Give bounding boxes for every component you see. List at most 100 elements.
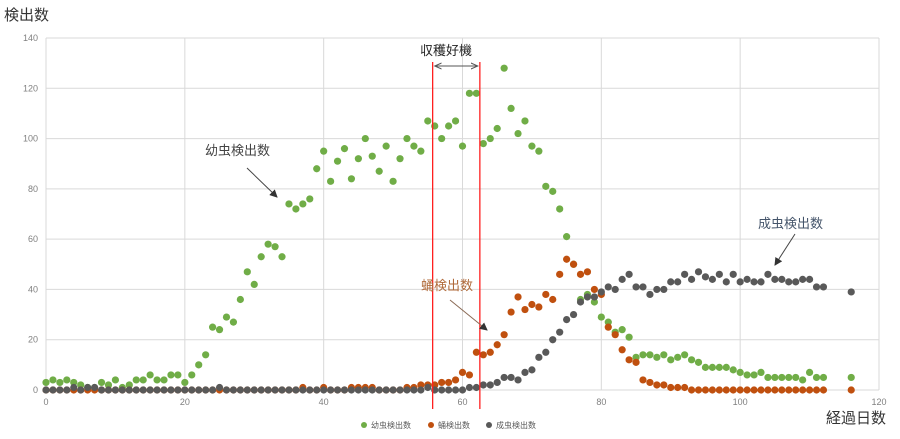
data-point-series-3 [569,310,578,319]
data-point-series-1 [472,89,480,97]
data-point-series-3 [264,386,272,394]
data-point-series-1 [188,371,196,379]
data-point-series-3 [215,383,224,392]
data-point-series-3 [56,386,64,394]
x-tick-label: 20 [180,397,190,407]
data-point-series-2 [528,300,536,309]
data-point-series-3 [757,278,765,286]
harvest-label: 収穫好機 [420,44,472,59]
data-point-series-2 [687,386,696,394]
data-point-series-2 [563,255,571,263]
y-tick-label: 0 [33,385,38,395]
data-point-series-3 [722,278,730,286]
data-point-series-1 [653,353,661,361]
data-point-series-3 [195,386,203,394]
data-point-series-3 [847,288,855,296]
data-point-series-2 [465,371,474,379]
data-point-series-1 [563,233,571,241]
data-point-series-2 [417,381,425,389]
data-point-series-1 [146,371,154,379]
y-tick-label: 140 [23,33,38,43]
data-points [42,64,855,394]
y-tick-label: 100 [23,134,38,144]
data-point-series-2 [604,323,612,331]
data-point-series-2 [778,386,786,394]
data-point-series-3 [521,368,529,376]
data-point-series-1 [104,381,113,389]
data-point-series-1 [667,356,675,364]
data-point-series-3 [750,278,758,286]
data-point-series-1 [410,142,418,150]
data-point-series-2 [583,268,592,276]
data-point-series-1 [306,195,314,203]
tick-labels: 0 20 40 60 80 100 120 140 0 20 40 60 80 100 120 [23,33,887,407]
data-point-series-1 [160,376,168,384]
data-point-series-1 [785,373,793,382]
data-point-series-2 [757,386,765,394]
data-point-series-3 [799,275,807,283]
data-point-series-1 [590,298,598,306]
data-point-series-2 [660,381,668,389]
data-point-series-3 [42,386,50,394]
data-point-series-3 [424,383,432,392]
data-point-series-3 [181,386,189,394]
data-point-series-1 [708,363,717,371]
data-point-series-2 [451,376,460,384]
data-point-series-3 [118,386,126,394]
data-point-series-2 [576,270,585,278]
data-point-series-3 [347,386,356,394]
data-point-series-1 [382,142,390,150]
data-point-series-1 [750,371,758,379]
data-point-series-3 [299,386,307,394]
data-point-series-2 [847,386,855,394]
data-point-series-2 [771,386,779,394]
data-point-series-1 [687,356,696,364]
data-point-series-3 [493,378,501,387]
data-point-series-3 [819,283,828,291]
legend: 幼虫検出数 蛹検出数 成虫検出数 [361,420,536,430]
legend-label: 成虫検出数 [496,420,536,430]
data-point-series-3 [375,386,383,394]
data-point-series-3 [583,293,592,301]
data-point-series-2 [486,348,494,356]
data-point-series-2 [542,290,550,299]
legend-marker-3 [486,422,492,428]
data-point-series-1 [292,205,300,213]
data-point-series-3 [236,386,244,394]
data-point-series-3 [354,386,362,394]
data-point-series-3 [764,270,772,278]
data-point-series-2 [792,386,800,394]
data-point-series-3 [778,275,786,283]
data-point-series-3 [563,316,571,324]
data-point-series-1 [320,147,328,155]
y-axis-title: 検出数 [4,6,49,24]
data-point-series-1 [535,147,543,155]
x-tick-label: 0 [43,397,48,407]
data-point-series-3 [701,273,710,281]
data-point-series-3 [243,386,251,394]
data-point-series-3 [333,386,342,394]
data-point-series-3 [590,293,598,301]
data-point-series-1 [299,200,307,208]
data-point-series-3 [292,386,300,394]
data-point-series-1 [465,89,474,97]
data-point-series-1 [250,280,258,288]
data-point-series-2 [743,386,751,394]
data-point-series-3 [458,386,467,394]
data-point-series-3 [500,373,508,382]
data-point-series-3 [327,386,335,394]
data-point-series-1 [438,134,446,143]
data-point-series-1 [729,366,737,374]
data-point-series-3 [382,386,390,394]
data-point-series-1 [153,376,161,384]
data-point-series-3 [403,386,411,394]
data-point-series-3 [90,383,99,392]
data-point-series-3 [792,278,800,286]
data-point-series-1 [715,363,723,371]
data-point-series-1 [722,363,730,371]
x-tick-label: 60 [457,397,467,407]
data-point-series-1 [674,353,682,361]
data-point-series-3 [451,386,460,394]
data-point-series-2 [736,386,744,394]
data-point-series-1 [847,373,855,382]
